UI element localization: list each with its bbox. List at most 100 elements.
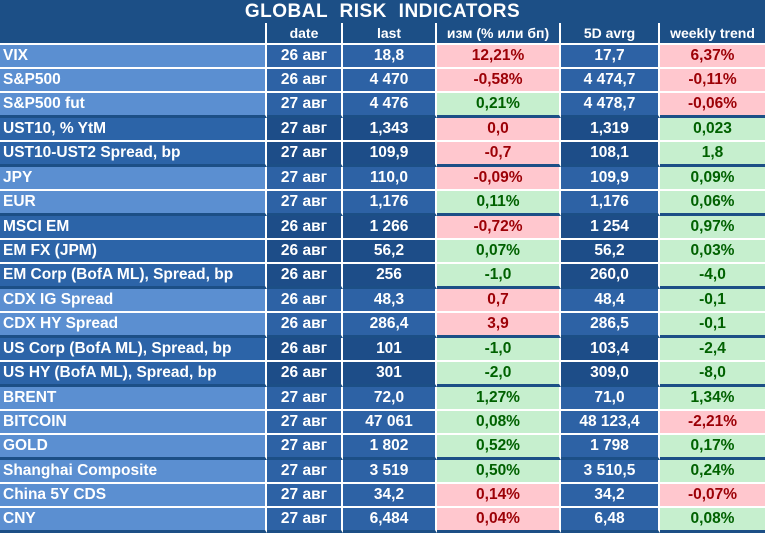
indicator-change: 0,7 xyxy=(437,289,561,313)
indicator-change: -0,7 xyxy=(437,142,561,167)
indicator-5d-avg: 103,4 xyxy=(561,338,660,362)
table-row: BITCOIN 27 авг 47 061 0,08% 48 123,4 -2,21% xyxy=(0,411,765,435)
indicator-date: 26 авг xyxy=(267,362,343,387)
indicator-weekly-trend: -4,0 xyxy=(660,264,765,289)
indicator-weekly-trend: 0,06% xyxy=(660,191,765,216)
table-row: EM Corp (BofA ML), Spread, bp 26 авг 256 -1… xyxy=(0,264,765,289)
indicator-weekly-trend: 0,09% xyxy=(660,167,765,191)
table-row: CDX IG Spread 26 авг 48,3 0,7 48,4 -0,1 xyxy=(0,289,765,313)
indicator-weekly-trend: 0,03% xyxy=(660,240,765,264)
indicator-last: 3 519 xyxy=(343,460,437,484)
indicator-name: EM Corp (BofA ML), Spread, bp xyxy=(0,264,267,289)
header-5d-avg: 5D avrg xyxy=(561,23,660,45)
indicator-date: 26 авг xyxy=(267,216,343,240)
indicator-change: 0,11% xyxy=(437,191,561,216)
indicator-date: 26 авг xyxy=(267,240,343,264)
indicator-5d-avg: 48 123,4 xyxy=(561,411,660,435)
indicator-date: 27 авг xyxy=(267,118,343,142)
indicator-last: 256 xyxy=(343,264,437,289)
indicator-change: -1,0 xyxy=(437,338,561,362)
indicator-date: 26 авг xyxy=(267,289,343,313)
table-row: US Corp (BofA ML), Spread, bp 26 авг 101 -1… xyxy=(0,338,765,362)
indicator-last: 56,2 xyxy=(343,240,437,264)
indicator-date: 27 авг xyxy=(267,191,343,216)
indicator-weekly-trend: 1,8 xyxy=(660,142,765,167)
indicator-weekly-trend: -2,21% xyxy=(660,411,765,435)
indicator-change: -2,0 xyxy=(437,362,561,387)
table-row: JPY 27 авг 110,0 -0,09% 109,9 0,09% xyxy=(0,167,765,191)
indicator-change: 3,9 xyxy=(437,313,561,338)
header-last: last xyxy=(343,23,437,45)
indicator-5d-avg: 4 474,7 xyxy=(561,69,660,93)
indicator-change: 0,07% xyxy=(437,240,561,264)
indicator-name: UST10-UST2 Spread, bp xyxy=(0,142,267,167)
indicator-weekly-trend: 0,08% xyxy=(660,508,765,533)
indicator-last: 101 xyxy=(343,338,437,362)
indicator-date: 27 авг xyxy=(267,484,343,508)
indicator-name: S&P500 fut xyxy=(0,93,267,118)
table-row: EM FX (JPM) 26 авг 56,2 0,07% 56,2 0,03% xyxy=(0,240,765,264)
indicator-date: 26 авг xyxy=(267,264,343,289)
table-row: US HY (BofA ML), Spread, bp 26 авг 301 -2,0… xyxy=(0,362,765,387)
indicator-weekly-trend: 0,17% xyxy=(660,435,765,460)
table-row: CDX HY Spread 26 авг 286,4 3,9 286,5 -0,1 xyxy=(0,313,765,338)
indicator-date: 26 авг xyxy=(267,69,343,93)
indicator-date: 27 авг xyxy=(267,142,343,167)
page-title: GLOBAL RISK INDICATORS xyxy=(0,0,765,23)
indicator-date: 27 авг xyxy=(267,167,343,191)
indicator-last: 301 xyxy=(343,362,437,387)
indicator-5d-avg: 71,0 xyxy=(561,387,660,411)
header-weekly-trend: weekly trend xyxy=(660,23,765,45)
indicator-5d-avg: 1 254 xyxy=(561,216,660,240)
indicator-weekly-trend: -8,0 xyxy=(660,362,765,387)
indicator-name: US HY (BofA ML), Spread, bp xyxy=(0,362,267,387)
indicator-change: -0,58% xyxy=(437,69,561,93)
table-row: Shanghai Composite 27 авг 3 519 0,50% 3 510,… xyxy=(0,460,765,484)
table-row: MSCI EM 26 авг 1 266 -0,72% 1 254 0,97% xyxy=(0,216,765,240)
indicator-5d-avg: 1 798 xyxy=(561,435,660,460)
indicator-last: 4 476 xyxy=(343,93,437,118)
indicator-name: China 5Y CDS xyxy=(0,484,267,508)
table-row: China 5Y CDS 27 авг 34,2 0,14% 34,2 -0,07% xyxy=(0,484,765,508)
table-body: VIX 26 авг 18,8 12,21% 17,7 6,37% S&P500 26 авг… xyxy=(0,45,765,533)
indicator-weekly-trend: -0,11% xyxy=(660,69,765,93)
indicators-table: date last изм (% или бп) 5D avrg weekly … xyxy=(0,23,765,533)
indicator-date: 27 авг xyxy=(267,460,343,484)
table-row: GOLD 27 авг 1 802 0,52% 1 798 0,17% xyxy=(0,435,765,460)
indicator-5d-avg: 34,2 xyxy=(561,484,660,508)
indicator-5d-avg: 6,48 xyxy=(561,508,660,533)
indicator-5d-avg: 3 510,5 xyxy=(561,460,660,484)
indicator-last: 1 802 xyxy=(343,435,437,460)
indicator-5d-avg: 56,2 xyxy=(561,240,660,264)
indicator-change: -0,09% xyxy=(437,167,561,191)
indicator-name: EM FX (JPM) xyxy=(0,240,267,264)
indicator-name: CDX IG Spread xyxy=(0,289,267,313)
indicator-5d-avg: 309,0 xyxy=(561,362,660,387)
indicator-last: 1,176 xyxy=(343,191,437,216)
indicator-weekly-trend: -0,07% xyxy=(660,484,765,508)
indicator-last: 6,484 xyxy=(343,508,437,533)
indicator-weekly-trend: -2,4 xyxy=(660,338,765,362)
indicator-date: 26 авг xyxy=(267,45,343,69)
indicator-weekly-trend: 0,97% xyxy=(660,216,765,240)
indicator-date: 26 авг xyxy=(267,338,343,362)
indicator-name: MSCI EM xyxy=(0,216,267,240)
indicator-5d-avg: 4 478,7 xyxy=(561,93,660,118)
indicator-5d-avg: 17,7 xyxy=(561,45,660,69)
indicator-name: EUR xyxy=(0,191,267,216)
table-row: BRENT 27 авг 72,0 1,27% 71,0 1,34% xyxy=(0,387,765,411)
table-row: S&P500 26 авг 4 470 -0,58% 4 474,7 -0,11% xyxy=(0,69,765,93)
indicator-change: 0,14% xyxy=(437,484,561,508)
indicator-5d-avg: 109,9 xyxy=(561,167,660,191)
header-date: date xyxy=(267,23,343,45)
table-row: CNY 27 авг 6,484 0,04% 6,48 0,08% xyxy=(0,508,765,533)
indicator-last: 18,8 xyxy=(343,45,437,69)
indicator-last: 109,9 xyxy=(343,142,437,167)
indicator-name: GOLD xyxy=(0,435,267,460)
indicator-change: 0,08% xyxy=(437,411,561,435)
indicator-change: 0,04% xyxy=(437,508,561,533)
indicator-last: 286,4 xyxy=(343,313,437,338)
table-row: VIX 26 авг 18,8 12,21% 17,7 6,37% xyxy=(0,45,765,69)
indicator-date: 27 авг xyxy=(267,508,343,533)
